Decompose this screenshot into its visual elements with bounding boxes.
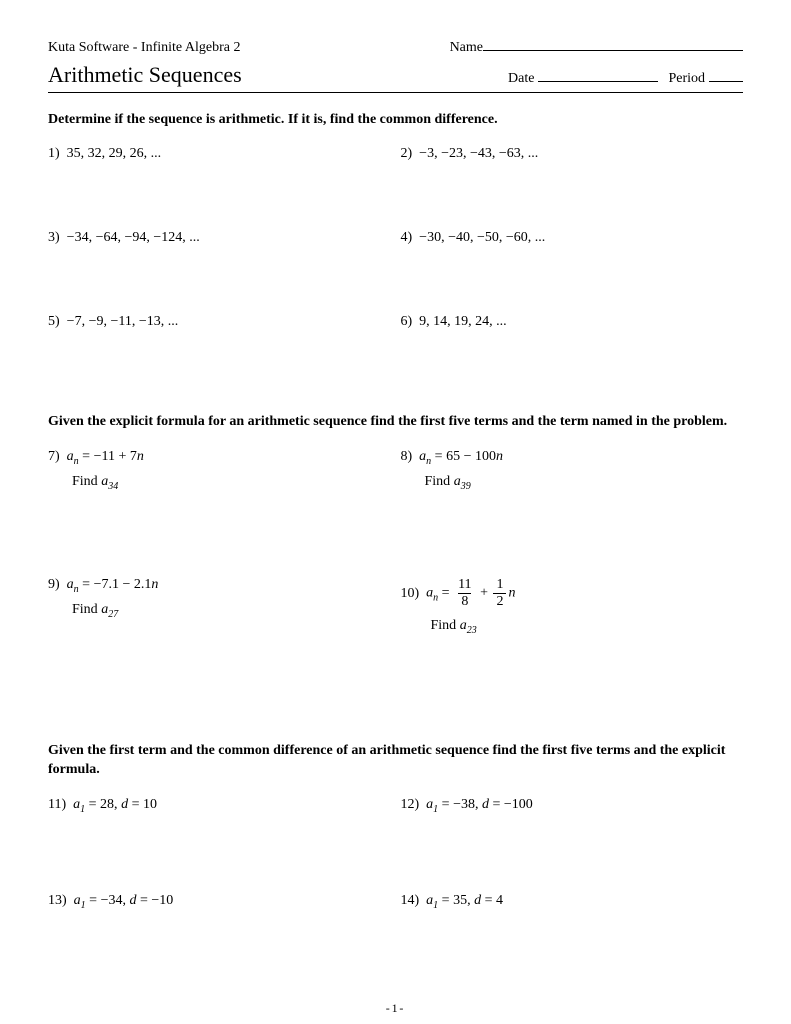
p9-n: n bbox=[151, 577, 158, 592]
section2-instructions: Given the explicit formula for an arithm… bbox=[48, 413, 743, 432]
p11-texta: = 28, bbox=[85, 797, 121, 812]
p10-find: Find a23 bbox=[431, 615, 744, 638]
title-row: Arithmetic Sequences Date Period bbox=[48, 62, 743, 93]
date-label: Date bbox=[508, 71, 534, 87]
p14-texta: = 35, bbox=[438, 893, 474, 908]
p10-f2n: 1 bbox=[493, 578, 506, 593]
name-field: Name bbox=[450, 38, 743, 56]
p8-n: n bbox=[496, 449, 503, 464]
problem-13: 13) a1 = −34, d = −10 bbox=[48, 890, 391, 974]
header-row: Kuta Software - Infinite Algebra 2 Name bbox=[48, 38, 743, 56]
p7-find-sub: 34 bbox=[108, 481, 118, 492]
p10-f1d: 8 bbox=[458, 593, 471, 609]
p11-num: 11) bbox=[48, 794, 66, 815]
p7-a: a bbox=[67, 449, 74, 464]
problem-9: 9) an = −7.1 − 2.1n Find a27 bbox=[48, 574, 391, 702]
p7-rhs: = −11 + 7 bbox=[79, 449, 137, 464]
p4-seq: −30, −40, −50, −60, ... bbox=[419, 230, 545, 245]
p8-find: Find a39 bbox=[425, 471, 744, 494]
p12-num: 12) bbox=[401, 794, 420, 815]
problem-7: 7) an = −11 + 7n Find a34 bbox=[48, 446, 391, 574]
p11-textd: = 10 bbox=[128, 797, 157, 812]
name-blank bbox=[483, 38, 743, 51]
p7-n: n bbox=[137, 449, 144, 464]
p7-num: 7) bbox=[48, 446, 60, 467]
period-label: Period bbox=[668, 71, 705, 87]
p10-f2d: 2 bbox=[493, 593, 506, 609]
p2-seq: −3, −23, −43, −63, ... bbox=[419, 146, 538, 161]
p12-d: d bbox=[482, 797, 489, 812]
p10-plus: + bbox=[480, 586, 491, 601]
p8-find-sub: 39 bbox=[461, 481, 471, 492]
p9-a: a bbox=[67, 577, 74, 592]
problem-12: 12) a1 = −38, d = −100 bbox=[401, 794, 744, 890]
date-period: Date Period bbox=[508, 69, 743, 87]
problem-2: 2) −3, −23, −43, −63, ... bbox=[401, 143, 744, 227]
problem-11: 11) a1 = 28, d = 10 bbox=[48, 794, 391, 890]
p11-d: d bbox=[121, 797, 128, 812]
problem-6: 6) 9, 14, 19, 24, ... bbox=[401, 311, 744, 395]
p10-eq: = bbox=[438, 586, 453, 601]
p2-num: 2) bbox=[401, 143, 413, 164]
date-blank bbox=[538, 69, 658, 82]
p8-find-a: a bbox=[454, 474, 461, 489]
problem-10: 10) an = 118 + 12n Find a23 bbox=[401, 574, 744, 702]
p1-seq: 35, 32, 29, 26, ... bbox=[67, 146, 162, 161]
problem-8: 8) an = 65 − 100n Find a39 bbox=[401, 446, 744, 574]
name-label: Name bbox=[450, 40, 483, 56]
p4-num: 4) bbox=[401, 227, 413, 248]
p1-num: 1) bbox=[48, 143, 60, 164]
p8-rhs: = 65 − 100 bbox=[431, 449, 496, 464]
worksheet-title: Arithmetic Sequences bbox=[48, 62, 242, 88]
page-number: -1- bbox=[0, 1001, 791, 1016]
p10-find-a: a bbox=[460, 618, 467, 633]
p6-seq: 9, 14, 19, 24, ... bbox=[419, 314, 507, 329]
section1-problems: 1) 35, 32, 29, 26, ... 2) −3, −23, −43, … bbox=[48, 143, 743, 395]
p8-num: 8) bbox=[401, 446, 413, 467]
p10-frac1: 118 bbox=[455, 578, 474, 609]
p5-num: 5) bbox=[48, 311, 60, 332]
period-blank bbox=[709, 69, 743, 82]
p13-texta: = −34, bbox=[86, 893, 130, 908]
p3-num: 3) bbox=[48, 227, 60, 248]
p10-find-label: Find bbox=[431, 618, 460, 633]
p6-num: 6) bbox=[401, 311, 413, 332]
p9-rhs: = −7.1 − 2.1 bbox=[79, 577, 152, 592]
p12-texta: = −38, bbox=[438, 797, 482, 812]
problem-1: 1) 35, 32, 29, 26, ... bbox=[48, 143, 391, 227]
p12-textd: = −100 bbox=[489, 797, 533, 812]
worksheet-page: Kuta Software - Infinite Algebra 2 Name … bbox=[0, 0, 791, 1024]
p10-f1n: 11 bbox=[455, 578, 474, 593]
p14-textd: = 4 bbox=[481, 893, 503, 908]
p10-num: 10) bbox=[401, 583, 420, 604]
p10-find-sub: 23 bbox=[467, 625, 477, 636]
section3-problems: 11) a1 = 28, d = 10 12) a1 = −38, d = −1… bbox=[48, 794, 743, 974]
problem-5: 5) −7, −9, −11, −13, ... bbox=[48, 311, 391, 395]
p10-n: n bbox=[508, 586, 515, 601]
p13-num: 13) bbox=[48, 890, 67, 911]
problem-4: 4) −30, −40, −50, −60, ... bbox=[401, 227, 744, 311]
section2-problems: 7) an = −11 + 7n Find a34 8) an = 65 − 1… bbox=[48, 446, 743, 702]
p7-find-label: Find bbox=[72, 474, 101, 489]
p10-frac2: 12 bbox=[493, 578, 506, 609]
section3-instructions: Given the first term and the common diff… bbox=[48, 742, 743, 780]
p5-seq: −7, −9, −11, −13, ... bbox=[67, 314, 179, 329]
p9-num: 9) bbox=[48, 574, 60, 595]
p8-find-label: Find bbox=[425, 474, 454, 489]
problem-3: 3) −34, −64, −94, −124, ... bbox=[48, 227, 391, 311]
problem-14: 14) a1 = 35, d = 4 bbox=[401, 890, 744, 974]
p13-textd: = −10 bbox=[136, 893, 173, 908]
p9-find-sub: 27 bbox=[108, 609, 118, 620]
p9-find: Find a27 bbox=[72, 599, 391, 622]
p13-a: a bbox=[74, 893, 81, 908]
p7-find: Find a34 bbox=[72, 471, 391, 494]
section1-instructions: Determine if the sequence is arithmetic.… bbox=[48, 111, 743, 130]
software-name: Kuta Software - Infinite Algebra 2 bbox=[48, 40, 240, 56]
p14-num: 14) bbox=[401, 890, 420, 911]
p3-seq: −34, −64, −94, −124, ... bbox=[67, 230, 200, 245]
p9-find-label: Find bbox=[72, 602, 101, 617]
